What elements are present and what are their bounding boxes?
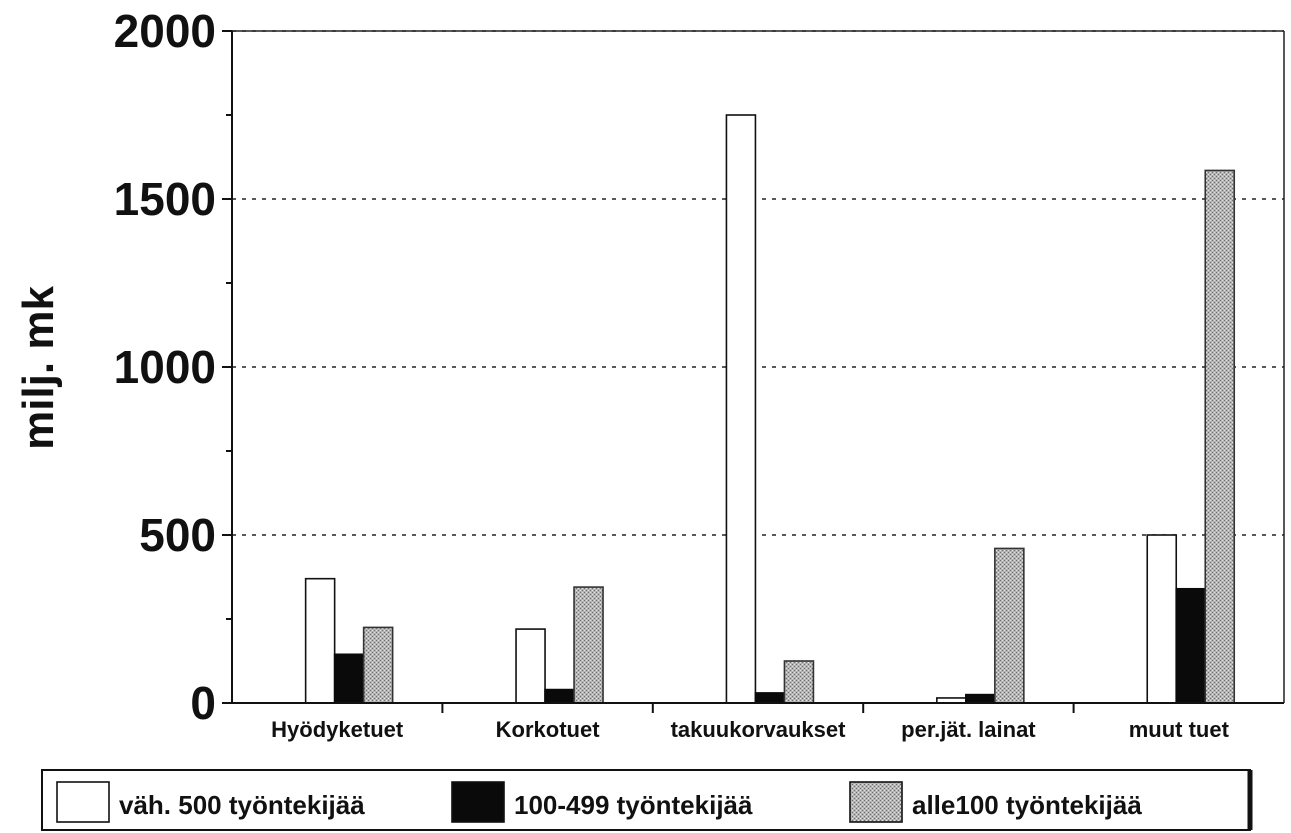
y-tick-label: 2000 bbox=[114, 5, 216, 57]
bar bbox=[965, 693, 996, 704]
bar bbox=[1204, 169, 1236, 704]
y-tick-label: 1000 bbox=[114, 341, 216, 393]
bar bbox=[333, 653, 365, 704]
legend-swatch bbox=[56, 781, 110, 823]
bar bbox=[783, 660, 815, 704]
legend-box bbox=[41, 769, 1251, 831]
legend-label: alle100 työntekijää bbox=[912, 790, 1142, 820]
bar bbox=[573, 586, 604, 704]
legend-swatch bbox=[849, 781, 903, 823]
x-tick-label: Korkotuet bbox=[496, 717, 601, 742]
axes bbox=[222, 30, 1285, 713]
tick-labels: 0 500 1000 1500 2000 Hyödyketuet Korkotuet taku… bbox=[114, 5, 1230, 742]
legend-label: väh. 500 työntekijää bbox=[119, 790, 365, 820]
bar bbox=[362, 626, 394, 704]
legend: väh. 500 työntekijää 100-499 työntekijää a… bbox=[41, 769, 1253, 831]
x-tick-label: per.jät. lainat bbox=[901, 717, 1036, 742]
y-axis-label: milj. mk bbox=[14, 286, 63, 450]
y-tick-label: 1500 bbox=[114, 173, 216, 225]
bars bbox=[304, 114, 1236, 704]
bar bbox=[725, 114, 757, 704]
bar bbox=[1146, 534, 1178, 704]
x-tick-label: Hyödyketuet bbox=[271, 717, 404, 742]
y-tick-label: 500 bbox=[139, 509, 216, 561]
legend-swatch bbox=[451, 781, 505, 823]
bar bbox=[515, 628, 546, 704]
gridlines bbox=[232, 30, 1284, 536]
bar bbox=[754, 692, 786, 704]
x-tick-label: takuukorvaukset bbox=[671, 717, 847, 742]
legend-label: 100-499 työntekijää bbox=[514, 790, 753, 820]
bar bbox=[304, 577, 336, 704]
bar bbox=[994, 547, 1025, 704]
y-tick-label: 0 bbox=[190, 677, 216, 729]
bar bbox=[1175, 587, 1207, 704]
bar bbox=[544, 688, 575, 704]
x-tick-label: muut tuet bbox=[1129, 717, 1230, 742]
